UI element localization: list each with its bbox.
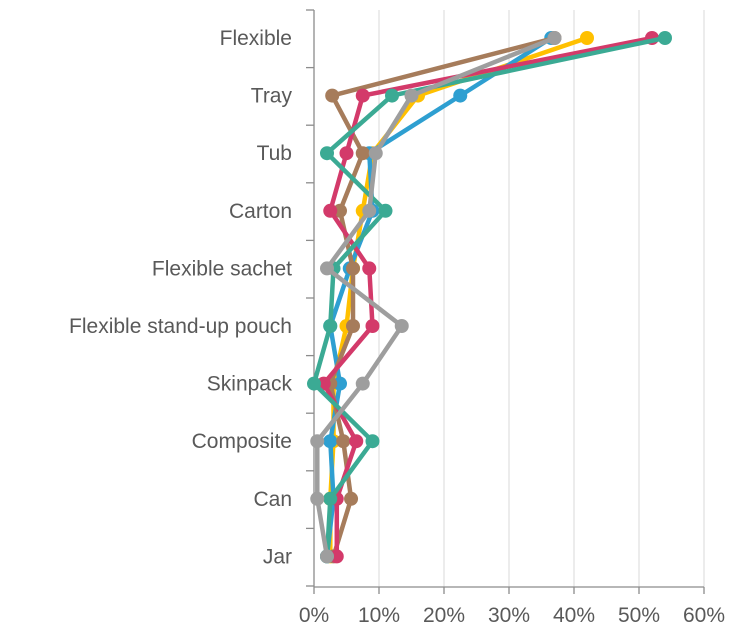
x-tick-label: 10% xyxy=(358,604,400,627)
data-point xyxy=(362,261,377,276)
x-tick-label: 50% xyxy=(618,604,660,627)
data-point xyxy=(368,146,383,161)
data-point xyxy=(355,146,370,161)
data-point xyxy=(344,491,359,506)
grid-layer xyxy=(378,10,705,587)
category-label: Jar xyxy=(263,545,292,568)
data-point xyxy=(355,376,370,391)
data-point xyxy=(310,491,325,506)
category-label: Tray xyxy=(251,85,293,108)
data-point xyxy=(336,434,351,449)
category-label: Carton xyxy=(229,200,292,223)
label-layer: 0% 10% 20% 30% 40% 50% 60% Flexible Tray Tub Carto… xyxy=(69,27,725,627)
data-point xyxy=(310,434,325,449)
x-tick-label: 20% xyxy=(423,604,465,627)
data-point xyxy=(323,319,338,333)
data-point xyxy=(365,319,380,333)
x-tick-label: 0% xyxy=(299,604,329,627)
data-point xyxy=(362,203,377,218)
data-point xyxy=(323,434,338,449)
series-layer xyxy=(307,31,672,564)
category-label: Tub xyxy=(257,142,292,165)
data-point xyxy=(329,549,344,564)
data-point xyxy=(453,88,468,103)
data-point xyxy=(547,31,562,45)
data-point xyxy=(307,376,321,391)
series-5 xyxy=(310,31,562,564)
category-label: Skinpack xyxy=(207,373,293,396)
series-1 xyxy=(320,31,559,564)
data-point xyxy=(394,319,409,333)
data-point xyxy=(378,203,393,218)
axis-layer xyxy=(306,9,705,594)
data-point xyxy=(333,376,347,391)
data-point xyxy=(339,146,354,161)
data-point xyxy=(349,434,364,449)
data-point xyxy=(365,434,380,449)
data-point xyxy=(404,88,419,103)
data-point xyxy=(580,31,594,45)
x-tick-label: 60% xyxy=(683,604,725,627)
data-point xyxy=(320,261,334,276)
category-label: Composite xyxy=(192,430,292,453)
data-point xyxy=(346,319,360,333)
x-tick-label: 40% xyxy=(553,604,595,627)
data-point xyxy=(346,261,360,276)
series-line xyxy=(321,35,655,559)
data-point xyxy=(320,549,334,564)
category-label: Flexible xyxy=(220,27,292,50)
data-point xyxy=(320,146,334,161)
data-point xyxy=(355,88,370,103)
data-point xyxy=(323,203,338,218)
series-line xyxy=(311,35,668,559)
data-point xyxy=(323,491,338,506)
category-label: Flexible stand-up pouch xyxy=(69,315,292,338)
category-label: Can xyxy=(253,488,292,511)
x-tick-label: 30% xyxy=(488,604,530,627)
data-point xyxy=(385,88,399,103)
data-point xyxy=(658,31,672,45)
data-point xyxy=(325,88,340,103)
series-line xyxy=(315,35,557,559)
data-point xyxy=(333,203,347,218)
series-line xyxy=(324,35,554,559)
category-label: Flexible sachet xyxy=(152,257,292,280)
